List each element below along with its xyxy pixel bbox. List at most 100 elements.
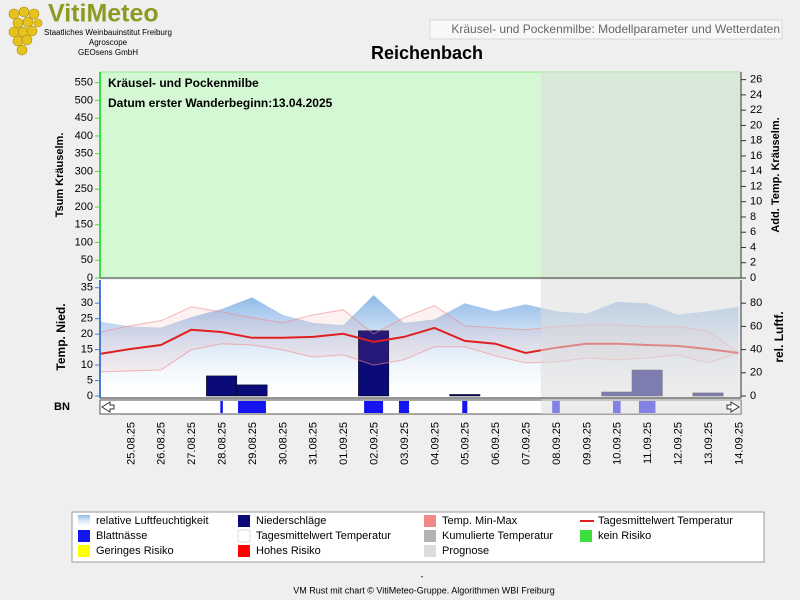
- banner-box: [429, 19, 783, 40]
- legend-label: Hohes Risiko: [256, 545, 321, 557]
- y2-tick-label: 12: [750, 180, 762, 192]
- y2-tick-label: 4: [750, 241, 756, 253]
- y-tick-label: 150: [75, 219, 93, 231]
- banner: Kräusel- und Pockenmilbe: Modellparamete…: [451, 22, 780, 36]
- legend-marker: [424, 530, 436, 542]
- leaf-wetness: [462, 401, 468, 413]
- logo-text: VitiMeteo: [48, 0, 159, 28]
- legend-label: Tagesmittelwert Temperatur: [256, 530, 391, 542]
- y2-axis-label: rel. Luftf.: [772, 311, 786, 362]
- scroll-left[interactable]: [101, 401, 115, 413]
- x-tick-label: 30.08.25: [277, 422, 289, 465]
- y2-tick-label: 80: [750, 297, 762, 309]
- scroll-right[interactable]: [726, 401, 740, 413]
- forecast-overlay: [540, 72, 741, 414]
- x-tick-label: 03.09.25: [399, 422, 411, 465]
- footer: VM Rust mit chart © VitiMeteo-Gruppe. Al…: [293, 585, 555, 595]
- y2-tick-label: 16: [750, 150, 762, 162]
- y2-tick-label: 20: [750, 119, 762, 131]
- y2-tick-label: 6: [750, 226, 756, 238]
- y-tick-label: 15: [81, 344, 93, 356]
- legend-items: relative Luftfeuchtigkeit Niederschläge Te…: [78, 515, 733, 557]
- leaf-wetness: [398, 401, 410, 413]
- legend-label: Tagesmittelwert Temperatur: [598, 515, 733, 527]
- y2-tick-label: 40: [750, 344, 762, 356]
- legend-marker: [580, 530, 592, 542]
- y-tick-label: 250: [75, 183, 93, 195]
- x-tick-label: 29.08.25: [247, 422, 259, 465]
- y2-tick-label: 14: [750, 165, 762, 177]
- y-tick-label: 500: [75, 94, 93, 106]
- x-tick-label: 26.08.25: [156, 422, 168, 465]
- legend-label: Geringes Risiko: [96, 545, 174, 557]
- legend-marker: [78, 545, 90, 557]
- legend-label: Kumulierte Temperatur: [442, 530, 553, 542]
- x-tick-label: 01.09.25: [338, 422, 350, 465]
- logo-line: Staatliches Weinbauinstitut Freiburg: [44, 28, 172, 37]
- y2-tick-label: 26: [750, 74, 762, 86]
- legend-marker: [424, 515, 436, 527]
- y-tick-label: 50: [81, 254, 93, 266]
- x-tick-label: 06.09.25: [490, 422, 502, 465]
- x-tick-label: 09.09.25: [581, 422, 593, 465]
- y-tick-label: 350: [75, 148, 93, 160]
- legend-marker: [424, 545, 436, 557]
- y-tick-label: 300: [75, 165, 93, 177]
- annotation: Kräusel- und Pockenmilbe: [108, 76, 259, 90]
- y-axis-label: Temp. Nied.: [54, 303, 68, 370]
- logo[interactable]: VitiMeteo Staatliches Weinbauinstitut Fr…: [8, 0, 172, 57]
- legend-marker: [78, 530, 90, 542]
- y2-tick-label: 18: [750, 135, 762, 147]
- legend-label: relative Luftfeuchtigkeit: [96, 515, 209, 527]
- y2-tick-label: 60: [750, 320, 762, 332]
- legend-marker: [78, 515, 90, 527]
- x-tick-label: 10.09.25: [612, 422, 624, 465]
- x-tick-label: 13.09.25: [703, 422, 715, 465]
- precip-bar: [236, 384, 268, 397]
- footer: -: [421, 571, 424, 581]
- leaf-wetness: [364, 401, 384, 413]
- y2-tick-label: 22: [750, 104, 762, 116]
- x-tick-label: 14.09.25: [733, 422, 745, 465]
- plot: 25.08.25 26.08.25 27.08.25 28.08.25 29.08.25…: [75, 71, 762, 465]
- logo-line: Agroscope: [89, 38, 128, 47]
- y-tick-label: 20: [81, 328, 93, 340]
- x-tick-label: 28.08.25: [217, 422, 229, 465]
- legend-label: Temp. Min-Max: [442, 515, 518, 527]
- y-tick-label: 200: [75, 201, 93, 213]
- y-tick-label: 0: [87, 272, 93, 284]
- y-tick-label: 25: [81, 313, 93, 325]
- x-tick-label: 27.08.25: [186, 422, 198, 465]
- y2-tick-label: 2: [750, 257, 756, 269]
- y2-tick-label: 20: [750, 367, 762, 379]
- legend-label: Blattnässe: [96, 530, 147, 542]
- y-tick-label: 10: [81, 359, 93, 371]
- y-tick-label: 400: [75, 130, 93, 142]
- y2-tick-label: 8: [750, 211, 756, 223]
- y2-tick-label: 10: [750, 196, 762, 208]
- x-tick-label: 02.09.25: [369, 422, 381, 465]
- precip-bar: [449, 394, 481, 397]
- y-axis-label: Tsum Kräuselm.: [54, 133, 66, 218]
- legend-marker: [237, 529, 251, 543]
- leaf-wetness: [238, 401, 266, 413]
- legend-label: kein Risiko: [598, 530, 651, 542]
- y-tick-label: 100: [75, 236, 93, 248]
- y-tick-label: 35: [81, 282, 93, 294]
- x-tick-label: 11.09.25: [642, 422, 654, 464]
- row-label: BN: [54, 401, 70, 413]
- y2-tick-label: 0: [750, 272, 756, 284]
- x-tick-label: 08.09.25: [551, 422, 563, 465]
- y-tick-label: 30: [81, 297, 93, 309]
- y2-axis-label: Add. Temp. Kräuselm.: [770, 117, 782, 232]
- logo-line: GEOsens GmbH: [78, 48, 138, 57]
- x-tick-label: 05.09.25: [460, 422, 472, 465]
- x-tick-label: 04.09.25: [429, 422, 441, 465]
- precip-bar: [206, 375, 238, 397]
- grapes-icon: [8, 6, 43, 56]
- x-tick-label: 07.09.25: [521, 422, 533, 465]
- y-tick-label: 450: [75, 112, 93, 124]
- legend: [71, 511, 765, 563]
